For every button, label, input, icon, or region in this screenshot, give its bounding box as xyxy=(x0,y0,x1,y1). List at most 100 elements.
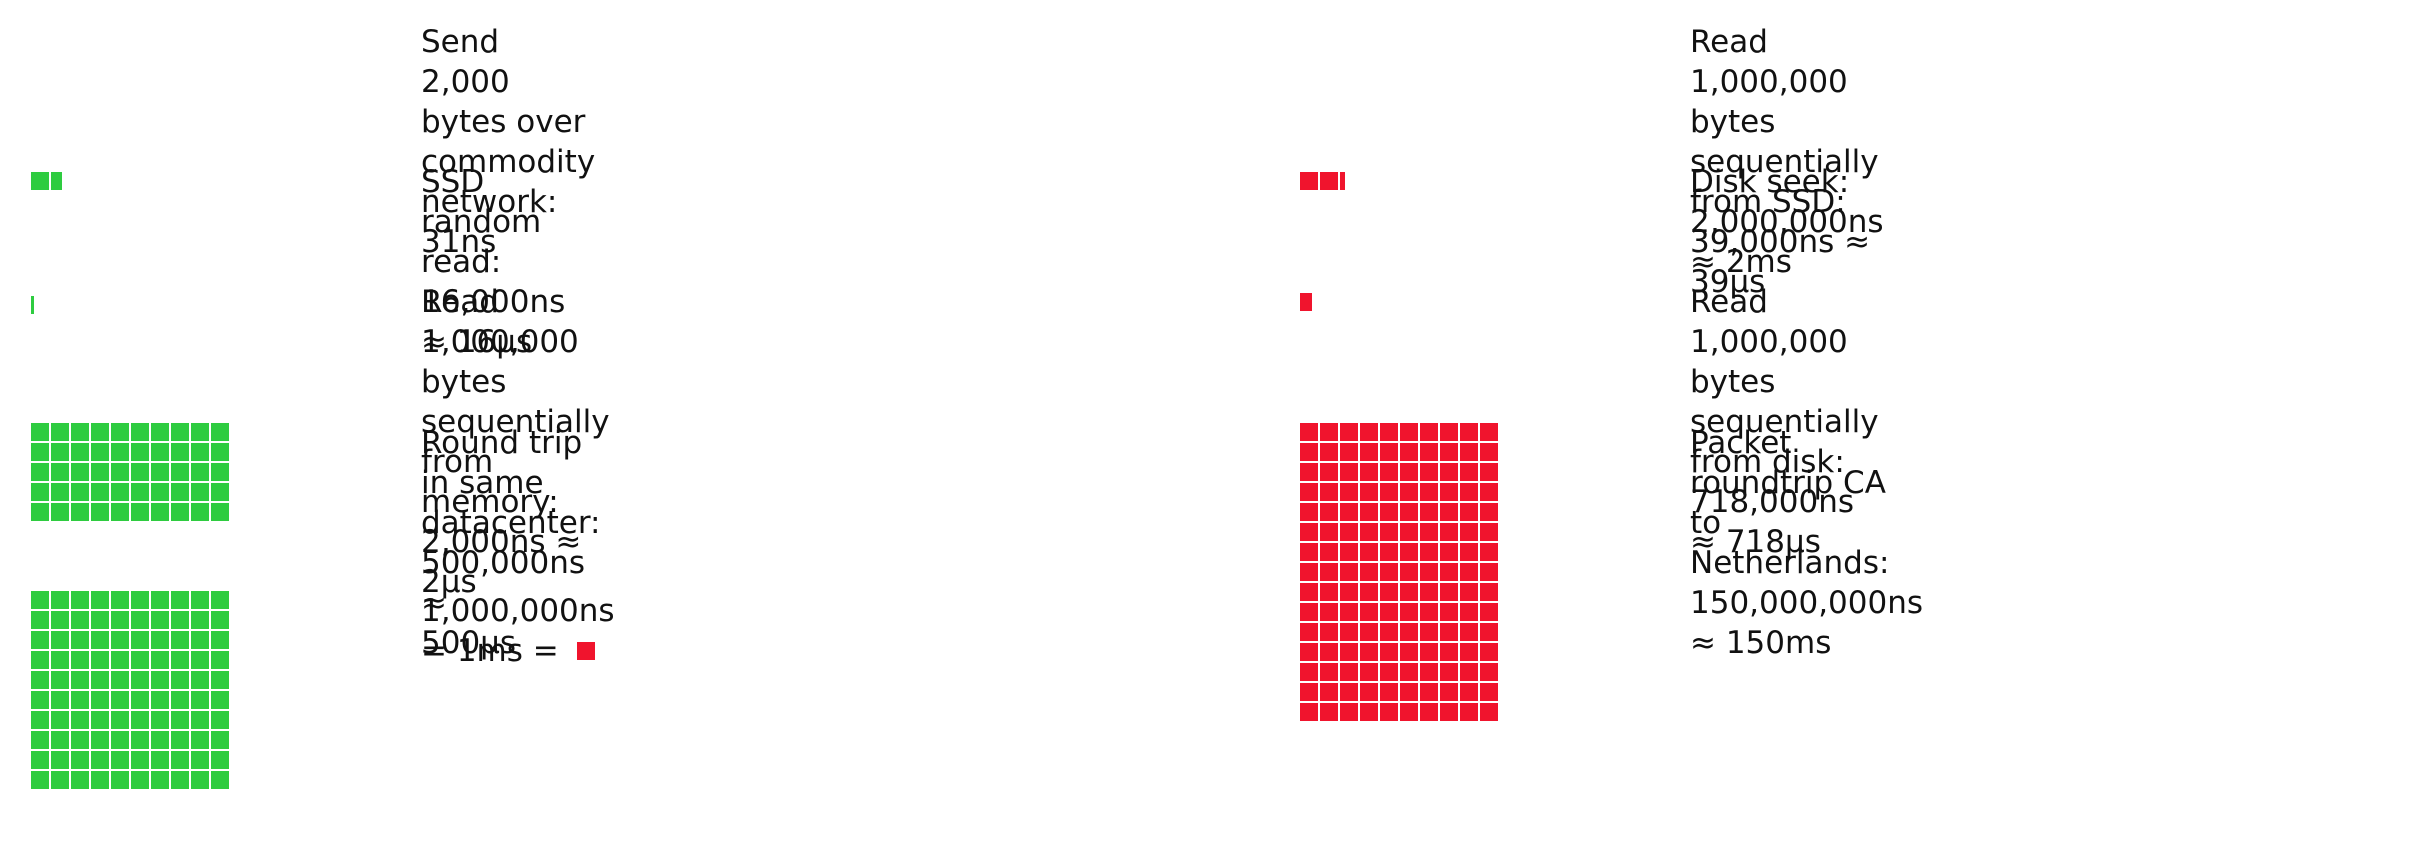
grid-cell xyxy=(91,483,109,501)
grid-cell xyxy=(1480,643,1498,661)
grid-cell xyxy=(191,751,209,769)
grid-cell xyxy=(211,611,229,629)
grid-cell xyxy=(51,711,69,729)
label-line: Packet roundtrip CA to Netherlands: xyxy=(1690,425,1890,581)
grid-cell xyxy=(151,483,169,501)
grid-cell xyxy=(71,463,89,481)
grid-cell xyxy=(1300,643,1318,661)
grid-cell xyxy=(1340,683,1358,701)
grid-cell xyxy=(151,731,169,749)
label-line: memory: 2,000ns ≈ 2μs xyxy=(421,484,582,600)
grid-cell xyxy=(91,651,109,669)
grid-cell xyxy=(71,503,89,521)
label-line: Read 1,000,000 bytes sequentially from S… xyxy=(1690,24,1879,220)
grid-cell xyxy=(1440,443,1458,461)
grid-cell xyxy=(1420,463,1438,481)
grid-cell xyxy=(211,503,229,521)
grid-cell xyxy=(1460,423,1478,441)
grid-cell xyxy=(1380,523,1398,541)
grid-cell xyxy=(1300,423,1318,441)
grid-cell xyxy=(131,751,149,769)
grid-cell xyxy=(1420,423,1438,441)
grid-cell xyxy=(1360,483,1378,501)
grid-cell xyxy=(131,483,149,501)
grid-cell xyxy=(131,771,149,789)
grid-cell xyxy=(1360,643,1378,661)
grid-cell xyxy=(131,443,149,461)
grid-cell xyxy=(1420,483,1438,501)
grid-cell xyxy=(171,671,189,689)
grid-cell xyxy=(31,423,49,441)
grid-cell xyxy=(111,611,129,629)
grid-cell xyxy=(1360,543,1378,561)
grid-cell xyxy=(1300,523,1318,541)
grid-cell xyxy=(1340,663,1358,681)
grid-cell xyxy=(1440,563,1458,581)
grid-cell xyxy=(71,691,89,709)
grid-cell xyxy=(1380,643,1398,661)
grid-cell xyxy=(1320,423,1338,441)
grid-cell xyxy=(1480,563,1498,581)
grid-cell xyxy=(171,711,189,729)
grid-cell xyxy=(1340,483,1358,501)
grid-cell xyxy=(1320,443,1338,461)
grid-cell xyxy=(1300,583,1318,601)
grid-cell xyxy=(1360,603,1378,621)
grid-cell xyxy=(191,651,209,669)
grid-cell xyxy=(1340,563,1358,581)
grid-cell xyxy=(211,751,229,769)
grid-cell xyxy=(1460,503,1478,521)
grid-cell xyxy=(151,591,169,609)
grid-cell xyxy=(1300,463,1318,481)
grid-cell xyxy=(1320,172,1338,190)
grid-cell xyxy=(1420,443,1438,461)
grid-cell xyxy=(31,691,49,709)
grid-cell xyxy=(31,463,49,481)
disk-seek-label: Disk seek: 2,000,000ns ≈ 2ms xyxy=(1690,162,1884,282)
grid-cell xyxy=(1340,443,1358,461)
partial-cell xyxy=(1340,172,1345,190)
single-cell xyxy=(1300,293,1312,311)
grid-cell xyxy=(51,443,69,461)
grid-cell xyxy=(1320,623,1338,641)
grid-cell xyxy=(1400,463,1418,481)
grid-cell xyxy=(71,751,89,769)
grid-cell xyxy=(151,771,169,789)
grid-cell xyxy=(211,631,229,649)
grid-cell xyxy=(1320,663,1338,681)
grid-cell xyxy=(1460,463,1478,481)
grid-cell xyxy=(1440,423,1458,441)
read-memory-label: Read 1,000,000 bytes sequentially from me… xyxy=(421,282,610,602)
grid-cell xyxy=(1420,543,1438,561)
grid-cell xyxy=(1400,563,1418,581)
grid-cell xyxy=(1420,503,1438,521)
grid-cell xyxy=(171,631,189,649)
grid-cell xyxy=(1300,683,1318,701)
grid-cell xyxy=(1380,503,1398,521)
grid-cell xyxy=(1380,543,1398,561)
grid-cell xyxy=(131,651,149,669)
grid-cell xyxy=(111,443,129,461)
grid-cell xyxy=(1420,683,1438,701)
grid-cell xyxy=(1480,663,1498,681)
grid-cell xyxy=(1320,463,1338,481)
send-2000-bytes-label: Send 2,000 bytes over commodity network:… xyxy=(421,22,595,262)
grid-cell xyxy=(1340,463,1358,481)
grid-cell xyxy=(211,591,229,609)
grid-cell xyxy=(1420,703,1438,721)
grid-cell xyxy=(1360,523,1378,541)
grid-cell xyxy=(1380,683,1398,701)
grid-cell xyxy=(1380,563,1398,581)
grid-cell xyxy=(1400,603,1418,621)
grid-cell xyxy=(171,611,189,629)
grid-cell xyxy=(91,711,109,729)
grid-cell xyxy=(1340,583,1358,601)
grid-cell xyxy=(131,503,149,521)
grid-cell xyxy=(1460,443,1478,461)
grid-cell xyxy=(1340,623,1358,641)
grid-cell xyxy=(111,591,129,609)
grid-cell xyxy=(91,423,109,441)
grid-cell xyxy=(31,771,49,789)
grid-cell xyxy=(1420,643,1438,661)
